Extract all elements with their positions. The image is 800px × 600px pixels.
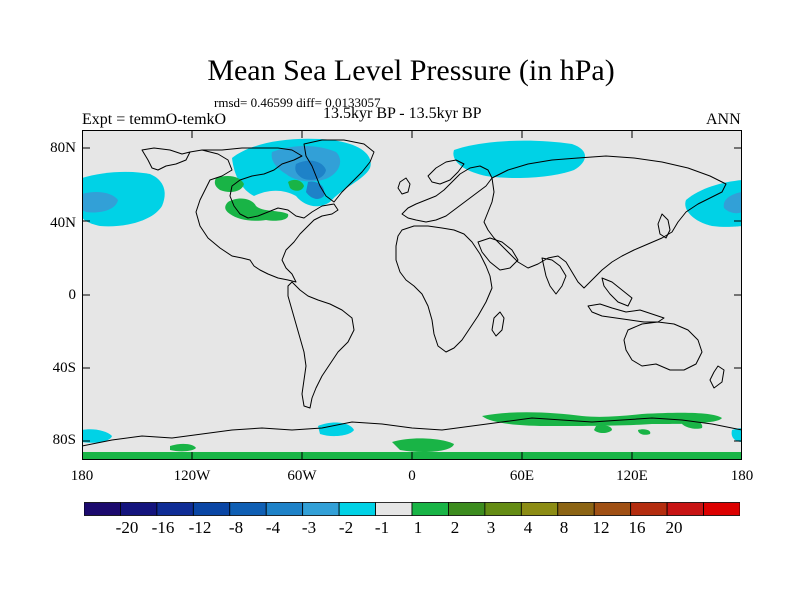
antarctic-atlantic-patch bbox=[318, 422, 354, 437]
colorbar-box bbox=[375, 502, 413, 516]
plot-title: Mean Sea Level Pressure (in hPa) bbox=[207, 54, 615, 87]
colorbar-box bbox=[703, 502, 740, 516]
colorbar-label: 8 bbox=[559, 518, 569, 537]
y-tick-label: 40N bbox=[50, 215, 76, 231]
coast-japan bbox=[657, 213, 671, 239]
colorbar-box bbox=[302, 502, 340, 516]
colorbar-label: 1 bbox=[413, 518, 423, 537]
colorbar-label: -1 bbox=[374, 518, 390, 537]
antarctic-east-band bbox=[482, 412, 722, 426]
colorbar-label: -2 bbox=[338, 518, 354, 537]
period-label: 13.5kyr BP - 13.5kyr BP bbox=[323, 105, 482, 122]
colorbar-box bbox=[448, 502, 486, 516]
north-pacific-west-core bbox=[82, 192, 118, 213]
coast-africa bbox=[395, 225, 493, 353]
antarctic-ross-patch bbox=[170, 443, 196, 452]
x-tick-label: 60W bbox=[287, 468, 317, 484]
experiment-label: Expt = temmO-temkO bbox=[82, 111, 227, 128]
negative-anomaly-regions bbox=[82, 138, 742, 443]
colorbar-label: -16 bbox=[151, 518, 175, 537]
coast-madagascar bbox=[491, 311, 505, 337]
season-label: ANN bbox=[706, 111, 741, 128]
colorbar-box bbox=[192, 502, 231, 516]
colorbar-box bbox=[557, 502, 595, 516]
colorbar-label: 4 bbox=[523, 518, 533, 537]
coast-greenland bbox=[303, 139, 375, 203]
colorbar bbox=[84, 502, 740, 516]
colorbar-label: -4 bbox=[265, 518, 281, 537]
colorbar-label: 20 bbox=[665, 518, 683, 537]
north-pacific-east-core bbox=[723, 192, 742, 214]
colorbar-box bbox=[484, 502, 522, 516]
y-tick-label: 40S bbox=[52, 360, 76, 376]
y-tick-label: 80S bbox=[52, 432, 76, 448]
coast-australia bbox=[623, 321, 703, 371]
x-tick-label: 60E bbox=[509, 468, 535, 484]
coast-indonesia bbox=[587, 303, 665, 323]
colorbar-box bbox=[120, 502, 158, 516]
colorbar-box bbox=[338, 502, 376, 516]
coastlines bbox=[82, 139, 742, 447]
coast-india bbox=[541, 257, 567, 295]
coast-southeast-asia bbox=[601, 277, 633, 307]
colorbar-label: 12 bbox=[592, 518, 610, 537]
colorbar-box bbox=[265, 502, 304, 516]
colorbar-box bbox=[520, 502, 559, 516]
antarctic-patch-small-1 bbox=[594, 425, 612, 433]
colorbar-box bbox=[156, 502, 194, 516]
colorbar-box bbox=[630, 502, 668, 516]
coast-arabia bbox=[477, 237, 519, 271]
colorbar-label: -8 bbox=[228, 518, 244, 537]
coast-scandinavia bbox=[427, 159, 465, 185]
antarctic-east-patch bbox=[731, 428, 742, 442]
colorbar-label: 2 bbox=[450, 518, 460, 537]
coast-asia bbox=[483, 155, 727, 289]
colorbar-label: -12 bbox=[188, 518, 212, 537]
colorbar-label: 16 bbox=[628, 518, 646, 537]
coast-new-zealand bbox=[709, 365, 725, 389]
coast-alaska bbox=[141, 147, 191, 171]
map-ticks bbox=[82, 130, 742, 460]
colorbar-boxes bbox=[84, 502, 740, 516]
coast-south-america bbox=[287, 281, 355, 409]
antarctic-weddell-patch bbox=[392, 438, 454, 452]
positive-anomaly-regions bbox=[82, 176, 742, 460]
x-tick-label: 0 bbox=[408, 468, 416, 484]
colorbar-box bbox=[593, 502, 632, 516]
y-tick-label: 0 bbox=[68, 287, 77, 303]
antarctic-patch-small-2 bbox=[638, 429, 651, 435]
labrador-patch bbox=[288, 179, 304, 191]
coast-uk bbox=[397, 177, 411, 195]
hudson-patch bbox=[214, 176, 244, 192]
north-pacific-west-patch bbox=[82, 171, 165, 227]
colorbar-label: -3 bbox=[301, 518, 317, 537]
colorbar-box bbox=[84, 502, 121, 516]
north-pacific-east-patch bbox=[685, 180, 742, 227]
stats-text: rmsd= 0.46599 diff= 0.0133057 bbox=[214, 95, 381, 110]
world-map bbox=[82, 130, 742, 460]
colorbar-label: -20 bbox=[115, 518, 139, 537]
x-tick-label: 120E bbox=[616, 468, 648, 484]
antarctic-pacific-patch bbox=[82, 429, 112, 443]
colorbar-box bbox=[411, 502, 449, 516]
colorbar-label: 3 bbox=[486, 518, 496, 537]
greenland-core-2 bbox=[295, 160, 326, 180]
coast-north-america bbox=[189, 147, 339, 283]
canada-patch bbox=[225, 198, 289, 221]
x-tick-label: 180 bbox=[70, 468, 94, 484]
colorbar-box bbox=[229, 502, 267, 516]
colorbar-box bbox=[666, 502, 704, 516]
y-tick-label: 80N bbox=[50, 140, 76, 156]
x-tick-label: 180 bbox=[730, 468, 754, 484]
coast-antarctica bbox=[82, 417, 742, 447]
map-background bbox=[82, 130, 742, 460]
x-tick-label: 120W bbox=[173, 468, 211, 484]
